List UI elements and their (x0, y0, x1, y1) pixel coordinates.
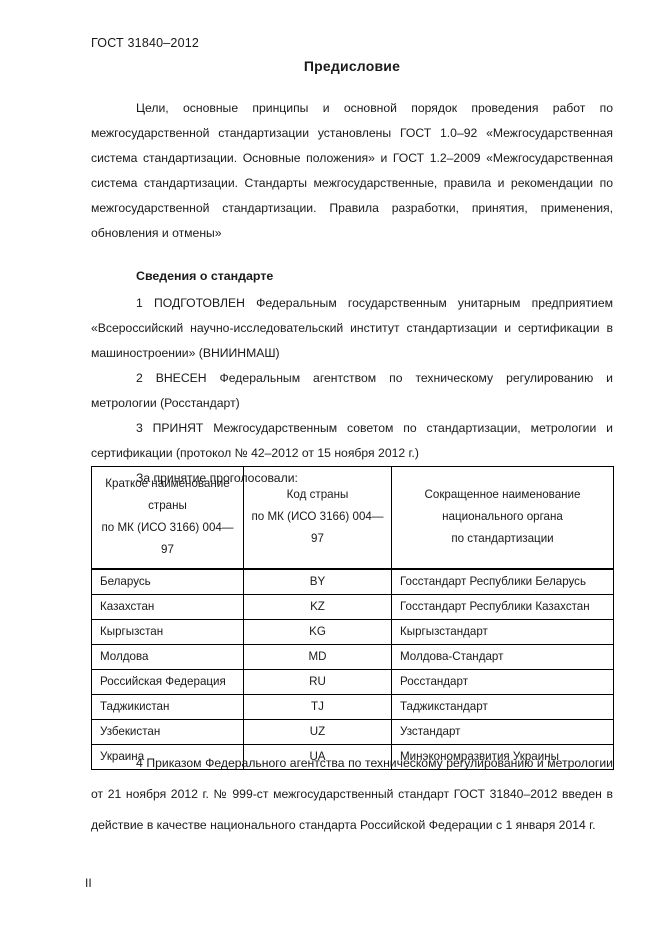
table-header-row: Краткое наименование страны по МК (ИСО 3… (91, 466, 614, 570)
vote-table: Краткое наименование страны по МК (ИСО 3… (91, 466, 614, 770)
cell-country: Кыргызстан (91, 619, 244, 645)
standard-info-item-4: 4 Приказом Федерального агентства по тех… (91, 756, 613, 832)
cell-national-body: Минэкономразвития Украины (391, 744, 614, 770)
column-header-code: Код страны по МК (ИСО 3166) 004— 97 (243, 466, 392, 570)
page-content: Предисловие Цели, основные принципы и ос… (91, 58, 613, 491)
header-line: Код страны (286, 488, 349, 501)
header-line: 97 (311, 532, 324, 545)
cell-national-body: Кыргызстандарт (391, 619, 614, 645)
standard-info-heading: Сведения о стандарте (136, 269, 274, 283)
cell-country: Российская Федерация (91, 669, 244, 695)
cell-country: Узбекистан (91, 719, 244, 745)
tail-block: 4 Приказом Федерального агентства по тех… (91, 748, 613, 841)
table-row: Украина UA Минэкономразвития Украины (91, 744, 614, 770)
vote-table-body: Беларусь BY Госстандарт Республики Белар… (91, 568, 614, 770)
header-line: Сокращенное наименование (424, 488, 581, 501)
table-row: Молдова MD Молдова-Стандарт (91, 644, 614, 670)
cell-national-body: Госстандарт Республики Беларусь (391, 568, 614, 595)
header-line: по МК (ИСО 3166) 004— (251, 510, 384, 523)
page-title: Предисловие (303, 58, 401, 74)
column-header-national-body: Сокращенное наименование национального о… (391, 466, 614, 570)
table-row: Беларусь BY Госстандарт Республики Белар… (91, 568, 614, 595)
cell-code: UA (243, 744, 392, 770)
running-head: ГОСТ 31840–2012 (91, 36, 200, 50)
table-row: Казахстан KZ Госстандарт Республики Каза… (91, 594, 614, 620)
cell-code: KG (243, 619, 392, 645)
table-row: Российская Федерация RU Росстандарт (91, 669, 614, 695)
header-line: по МК (ИСО 3166) 004— (101, 521, 234, 534)
page-number: II (85, 876, 92, 890)
vote-table-head: Краткое наименование страны по МК (ИСО 3… (91, 466, 614, 570)
cell-country: Беларусь (91, 568, 244, 595)
standard-info-item-3: 3 ПРИНЯТ Межгосударственным советом по с… (91, 421, 613, 460)
standard-info-item-2: 2 ВНЕСЕН Федеральным агентством по техни… (91, 371, 613, 410)
cell-code: MD (243, 644, 392, 670)
cell-code: KZ (243, 594, 392, 620)
cell-code: TJ (243, 694, 392, 720)
table-row: Кыргызстан KG Кыргызстандарт (91, 619, 614, 645)
header-line: национального органа (442, 510, 563, 523)
header-line: Краткое наименование (105, 477, 230, 490)
table-row: Таджикистан TJ Таджикстандарт (91, 694, 614, 720)
cell-code: UZ (243, 719, 392, 745)
cell-national-body: Росстандарт (391, 669, 614, 695)
cell-national-body: Таджикстандарт (391, 694, 614, 720)
standard-info-item-1: 1 ПОДГОТОВЛЕН Федеральным государственны… (91, 296, 613, 360)
cell-country: Украина (91, 744, 244, 770)
intro-paragraph: Цели, основные принципы и основной поряд… (91, 101, 613, 240)
cell-country: Таджикистан (91, 694, 244, 720)
cell-country: Казахстан (91, 594, 244, 620)
header-line: по стандартизации (451, 532, 554, 545)
cell-national-body: Узстандарт (391, 719, 614, 745)
table-row: Узбекистан UZ Узстандарт (91, 719, 614, 745)
header-line: страны (148, 499, 187, 512)
column-header-country: Краткое наименование страны по МК (ИСО 3… (91, 466, 244, 570)
cell-national-body: Молдова-Стандарт (391, 644, 614, 670)
cell-code: BY (243, 568, 392, 595)
header-line: 97 (161, 543, 174, 556)
cell-code: RU (243, 669, 392, 695)
cell-country: Молдова (91, 644, 244, 670)
cell-national-body: Госстандарт Республики Казахстан (391, 594, 614, 620)
